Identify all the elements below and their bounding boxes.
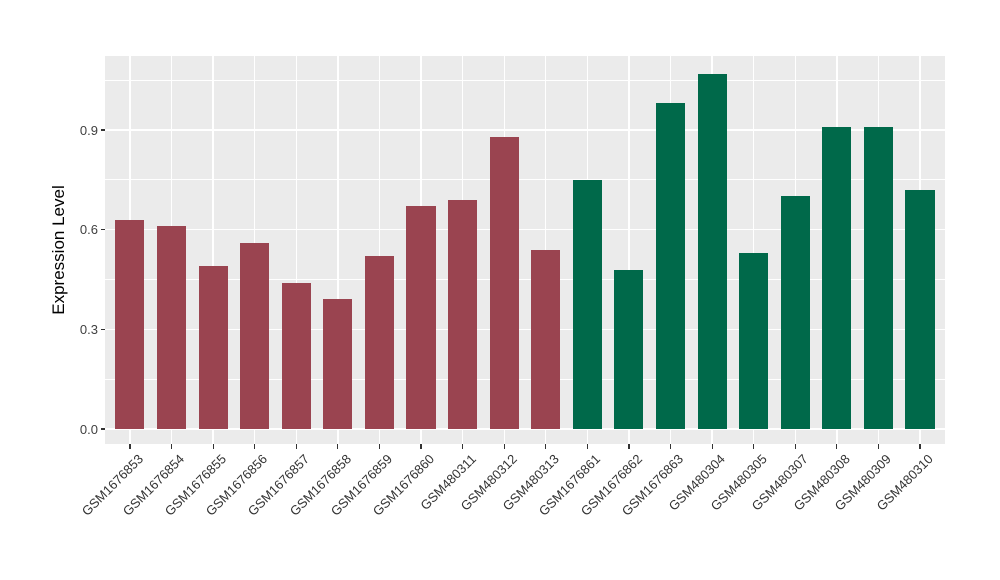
- bar-GSM1676859: [364, 256, 394, 429]
- x-tick-mark: [170, 444, 173, 449]
- gridline-major: [105, 328, 945, 331]
- gridline-minor: [105, 179, 945, 181]
- x-tick-mark: [711, 444, 713, 449]
- gridline-minor: [105, 79, 945, 81]
- x-tick-mark: [669, 444, 672, 449]
- bar-GSM480312: [489, 136, 519, 429]
- bar-GSM480309: [863, 126, 893, 429]
- gridline-vertical: [628, 56, 630, 444]
- bar-GSM480311: [448, 199, 478, 429]
- gridline-vertical: [212, 56, 214, 444]
- bar-GSM480305: [739, 252, 769, 429]
- gridline-major: [105, 129, 945, 131]
- gridline-vertical: [753, 56, 755, 444]
- bar-GSM1676861: [572, 179, 602, 429]
- x-tick-mark: [753, 444, 755, 449]
- y-tick-label: 0.9: [79, 122, 98, 138]
- y-tick-mark: [100, 428, 105, 430]
- x-tick-mark: [545, 444, 547, 449]
- bar-GSM1676855: [198, 266, 228, 429]
- bar-GSM1676857: [281, 282, 311, 429]
- bar-GSM1676853: [115, 219, 145, 429]
- x-tick-mark: [462, 444, 464, 449]
- gridline-vertical: [337, 56, 339, 444]
- y-tick-mark: [100, 129, 105, 131]
- gridline-minor: [105, 378, 945, 380]
- y-axis-title: Expression Level: [49, 185, 68, 315]
- y-tick-mark: [100, 229, 105, 231]
- x-tick-mark: [295, 444, 297, 449]
- x-tick-mark: [212, 444, 214, 449]
- gridline-major: [105, 428, 945, 430]
- bar-GSM1676863: [655, 103, 686, 429]
- bar-GSM480307: [780, 196, 810, 429]
- x-tick-mark: [254, 444, 256, 449]
- bar-GSM480310: [905, 189, 935, 429]
- plot-panel: [105, 56, 945, 444]
- bar-GSM1676860: [406, 206, 436, 429]
- x-tick-mark: [337, 444, 339, 449]
- bar-GSM1676856: [240, 242, 270, 429]
- x-tick-mark: [794, 444, 796, 449]
- bar-GSM1676854: [156, 226, 187, 429]
- y-tick-label: 0.3: [79, 321, 98, 337]
- x-tick-mark: [420, 444, 422, 449]
- bar-GSM1676858: [323, 299, 353, 429]
- gridline-vertical: [295, 56, 297, 444]
- x-tick-mark: [919, 444, 921, 449]
- gridline-major: [105, 228, 945, 231]
- bar-GSM480313: [531, 249, 561, 429]
- y-tick-label: 0.6: [79, 222, 98, 238]
- bar-GSM480304: [697, 73, 727, 429]
- bar-GSM1676862: [614, 269, 644, 429]
- x-tick-mark: [378, 444, 381, 449]
- x-tick-mark: [628, 444, 630, 449]
- x-tick-mark: [503, 444, 505, 449]
- x-tick-mark: [877, 444, 880, 449]
- x-tick-mark: [586, 444, 588, 449]
- y-tick-mark: [100, 328, 105, 330]
- gridline-minor: [105, 279, 945, 280]
- x-tick-mark: [836, 444, 838, 449]
- x-tick-mark: [129, 444, 131, 449]
- y-tick-label: 0.0: [79, 421, 98, 437]
- gridline-vertical: [378, 56, 381, 444]
- bar-GSM480308: [822, 126, 852, 429]
